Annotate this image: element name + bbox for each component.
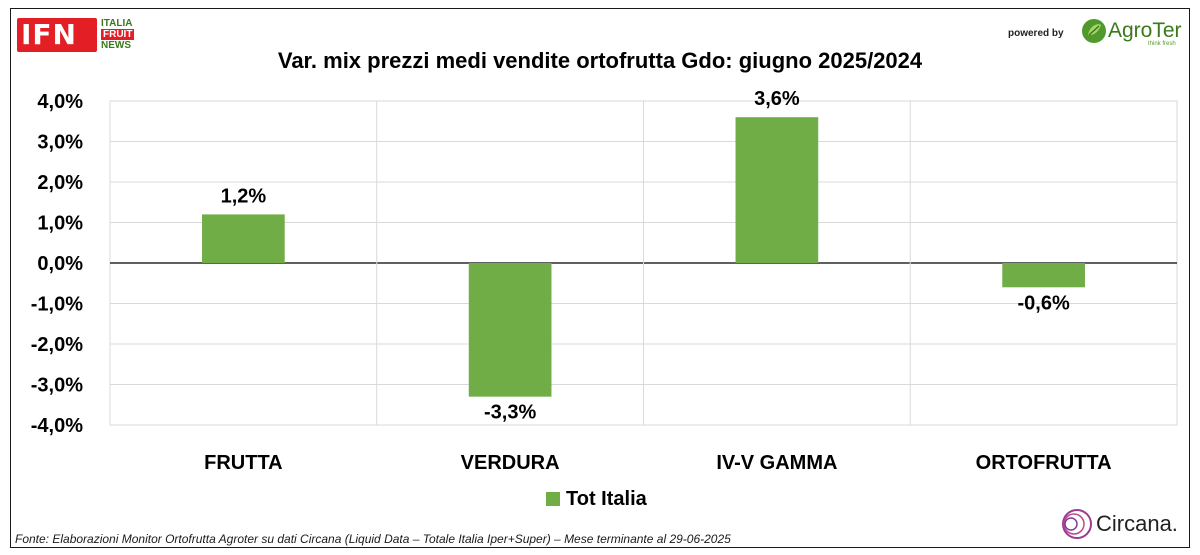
y-tick-label: 0,0% bbox=[37, 253, 83, 275]
circana-name: Circana. bbox=[1096, 511, 1178, 536]
agroter-tagline: think fresh bbox=[1148, 41, 1176, 47]
circana-mark-icon bbox=[1062, 509, 1092, 539]
data-label: -0,6% bbox=[1018, 292, 1070, 314]
y-axis-tick-labels: 4,0% 3,0% 2,0% 1,0% 0,0% -1,0% -2,0% -3,0% -4,0% bbox=[31, 91, 83, 437]
powered-by-label: powered by bbox=[1008, 28, 1064, 39]
bar bbox=[1002, 263, 1085, 288]
data-label: 3,6% bbox=[754, 88, 800, 110]
ifn-logo-box: IFN bbox=[17, 18, 97, 52]
x-category-label: ORTOFRUTTA bbox=[976, 452, 1112, 474]
chart-title: Var. mix prezzi medi vendite ortofrutta … bbox=[277, 48, 923, 73]
y-tick-label: -3,0% bbox=[31, 375, 83, 397]
gridlines bbox=[109, 100, 1178, 426]
agroter-leaf-icon bbox=[1082, 19, 1106, 43]
x-axis-category-labels: FRUTTA VERDURA IV-V GAMMA ORTOFRUTTA bbox=[204, 452, 1111, 474]
ifn-logo-text: IFN bbox=[21, 18, 77, 51]
y-tick-label: 1,0% bbox=[37, 213, 83, 235]
y-tick-label: 3,0% bbox=[37, 132, 83, 154]
legend-swatch bbox=[546, 492, 560, 506]
source-note: Fonte: Elaborazioni Monitor Ortofrutta A… bbox=[15, 532, 731, 546]
y-tick-label: -1,0% bbox=[31, 294, 83, 316]
data-label: 1,2% bbox=[221, 185, 267, 207]
x-category-label: IV-V GAMMA bbox=[716, 452, 837, 474]
agroter-name: AgroTer bbox=[1108, 19, 1182, 42]
y-tick-label: -2,0% bbox=[31, 334, 83, 356]
data-label: -3,3% bbox=[484, 402, 536, 424]
y-tick-label: -4,0% bbox=[31, 415, 83, 437]
circana-logo: Circana. bbox=[1060, 507, 1190, 545]
y-tick-label: 4,0% bbox=[37, 91, 83, 113]
legend-label: Tot Italia bbox=[566, 488, 647, 510]
x-category-label: FRUTTA bbox=[204, 452, 283, 474]
bar bbox=[202, 214, 285, 263]
x-category-label: VERDURA bbox=[461, 452, 560, 474]
bar bbox=[735, 117, 819, 263]
bar bbox=[468, 263, 552, 397]
data-labels: 1,2% -3,3% 3,6% -0,6% bbox=[221, 88, 1070, 423]
agroter-logo: AgroTer think fresh bbox=[1080, 17, 1184, 49]
y-tick-label: 2,0% bbox=[37, 172, 83, 194]
ifn-logo-wordmark: ITALIA FRUIT NEWS bbox=[101, 18, 135, 51]
ifn-logo-line3: NEWS bbox=[101, 40, 131, 51]
ifn-logo-line1: ITALIA bbox=[101, 18, 133, 29]
italia-fruit-news-logo: IFN ITALIA FRUIT NEWS bbox=[17, 18, 141, 52]
ifn-logo-line2: FRUIT bbox=[101, 29, 135, 40]
chart-frame bbox=[10, 8, 1190, 548]
bars bbox=[202, 117, 1085, 397]
